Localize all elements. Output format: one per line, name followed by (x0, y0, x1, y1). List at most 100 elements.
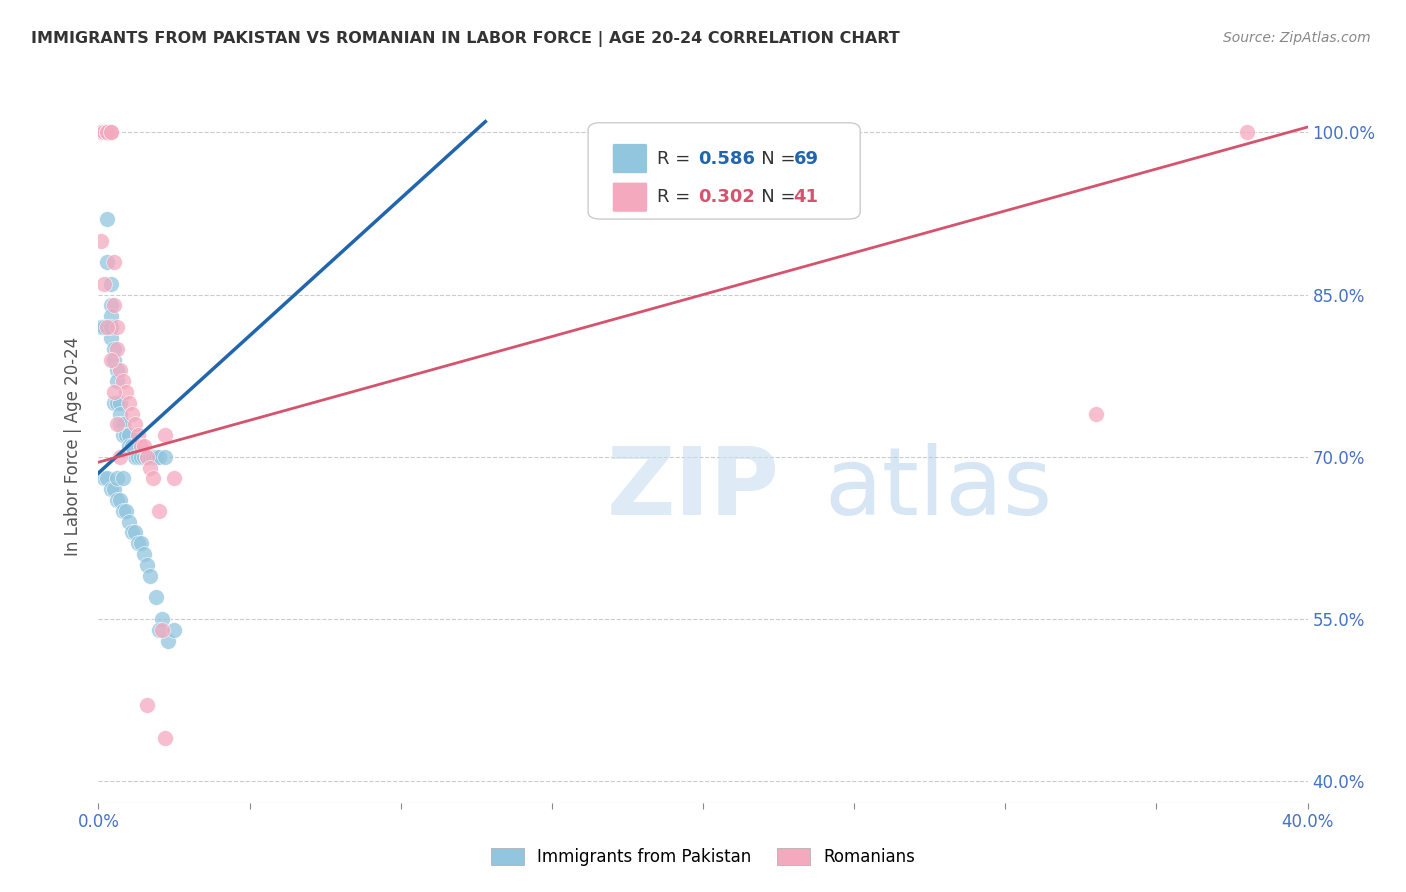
Point (96, 211, 118, 226)
Point (129, 439, 152, 453)
Point (139, 568, 162, 582)
Point (105, 471, 128, 485)
Point (105, 320, 128, 334)
Point (135, 558, 157, 572)
Point (96, 255, 118, 269)
Text: IMMIGRANTS FROM PAKISTAN VS ROMANIAN IN LABOR FORCE | AGE 20-24 CORRELATION CHAR: IMMIGRANTS FROM PAKISTAN VS ROMANIAN IN … (31, 31, 900, 47)
Point (108, 407, 131, 421)
Point (153, 450, 176, 464)
Point (90, 125, 112, 139)
Point (118, 439, 141, 453)
Point (93, 125, 115, 139)
FancyBboxPatch shape (613, 144, 647, 174)
Point (129, 450, 152, 464)
Point (93, 277, 115, 291)
Point (121, 525, 143, 540)
Point (148, 504, 170, 518)
Point (127, 536, 149, 550)
Point (118, 515, 141, 529)
Point (90, 125, 112, 139)
Point (139, 460, 162, 475)
Point (132, 547, 155, 561)
Point (163, 471, 186, 485)
Point (1236, 125, 1258, 139)
Point (114, 504, 136, 518)
Point (96, 125, 118, 139)
Point (100, 320, 122, 334)
Point (111, 374, 134, 388)
Point (114, 428, 136, 442)
Text: N =: N = (744, 150, 801, 168)
Point (150, 612, 173, 626)
Point (121, 407, 143, 421)
Point (100, 298, 122, 312)
Point (100, 482, 122, 496)
Point (132, 450, 155, 464)
Point (163, 623, 186, 637)
Point (93, 125, 115, 139)
Point (129, 536, 152, 550)
Point (103, 255, 125, 269)
Point (150, 623, 173, 637)
Point (118, 428, 141, 442)
Point (103, 298, 125, 312)
Point (124, 417, 146, 432)
Point (93, 125, 115, 139)
Text: R =: R = (657, 150, 696, 168)
Point (90, 125, 112, 139)
Point (111, 417, 134, 432)
Point (108, 450, 131, 464)
Point (139, 450, 162, 464)
Point (103, 482, 125, 496)
Point (108, 363, 131, 377)
Point (124, 525, 146, 540)
Point (103, 396, 125, 410)
Point (135, 698, 157, 713)
Point (111, 471, 134, 485)
Point (148, 450, 170, 464)
Point (100, 277, 122, 291)
Point (100, 331, 122, 345)
Point (96, 125, 118, 139)
Legend: Immigrants from Pakistan, Romanians: Immigrants from Pakistan, Romanians (484, 841, 922, 873)
Point (90, 125, 112, 139)
Point (93, 320, 115, 334)
Point (148, 623, 170, 637)
Point (142, 471, 165, 485)
Point (145, 591, 167, 605)
Text: ZIP: ZIP (606, 442, 779, 535)
Point (93, 125, 115, 139)
Point (153, 428, 176, 442)
Point (105, 374, 128, 388)
Point (96, 125, 118, 139)
FancyBboxPatch shape (588, 123, 860, 219)
Point (111, 504, 134, 518)
Point (96, 125, 118, 139)
Point (93, 471, 115, 485)
Point (114, 384, 136, 399)
Point (132, 439, 155, 453)
Point (100, 310, 122, 324)
Text: N =: N = (744, 188, 801, 206)
Point (90, 125, 112, 139)
Point (1085, 407, 1108, 421)
Point (96, 125, 118, 139)
Point (90, 125, 112, 139)
Point (90, 320, 112, 334)
Text: 0.302: 0.302 (699, 188, 755, 206)
Point (127, 428, 149, 442)
Text: Source: ZipAtlas.com: Source: ZipAtlas.com (1223, 31, 1371, 45)
Point (124, 450, 146, 464)
Text: 41: 41 (794, 188, 818, 206)
Point (108, 396, 131, 410)
Point (127, 450, 149, 464)
Point (96, 471, 118, 485)
Point (153, 731, 176, 745)
Point (90, 234, 112, 248)
Point (105, 363, 128, 377)
FancyBboxPatch shape (613, 182, 647, 212)
Text: 0.586: 0.586 (699, 150, 755, 168)
Point (108, 493, 131, 508)
Point (105, 493, 128, 508)
Point (103, 352, 125, 367)
